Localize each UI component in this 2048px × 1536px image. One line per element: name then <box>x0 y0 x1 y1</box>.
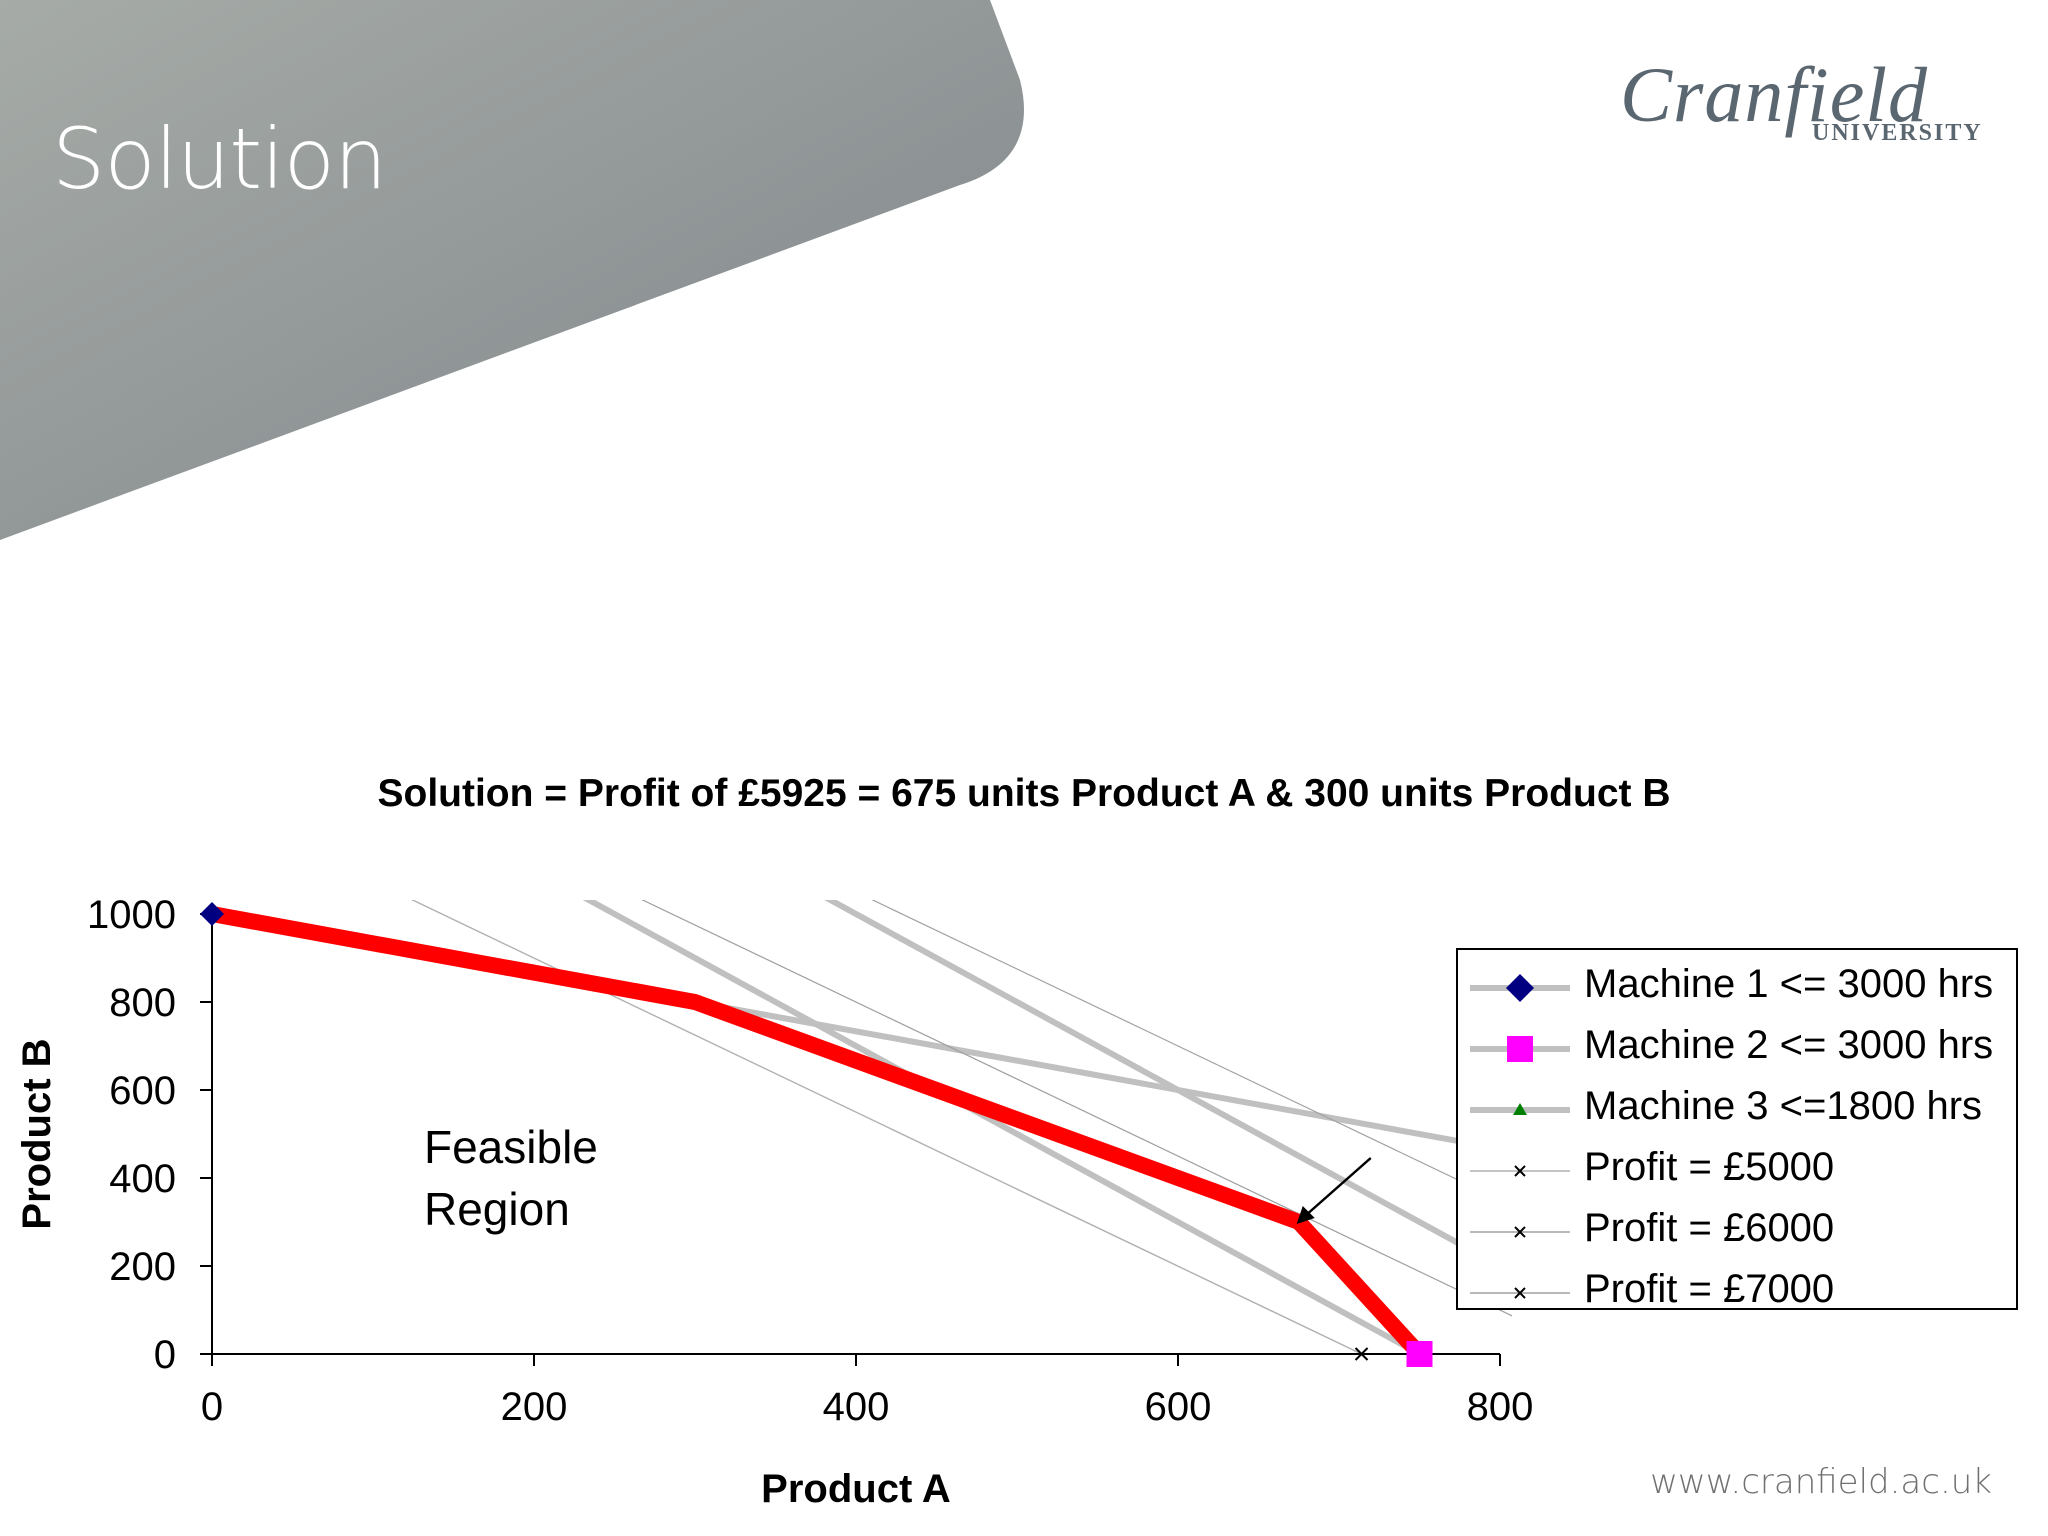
x-marker <box>1354 1347 1369 1361</box>
legend-label: Profit = £7000 <box>1584 1267 1835 1311</box>
feasible-region-label: Feasible Region <box>424 1116 598 1240</box>
chart-legend: Machine 1 <= 3000 hrs Machine 2 <= 3000 h… <box>1456 948 2018 1311</box>
logo-wordmark: Cranfield <box>1620 51 1929 138</box>
diamond-marker <box>200 902 224 926</box>
series-line-3 <box>824 900 1512 1276</box>
legend-x-marker <box>1514 1226 1526 1238</box>
slide-title: Solution <box>52 110 387 208</box>
legend-label: Machine 2 <= 3000 hrs <box>1584 1023 1994 1067</box>
legend-diamond-marker <box>1506 974 1534 1002</box>
legend-label: Profit = £6000 <box>1584 1206 1835 1250</box>
y-tick-label: 200 <box>109 1245 176 1289</box>
feasible-region-boundary <box>210 906 1426 1360</box>
logo-subtitle: UNIVERSITY <box>1812 120 1983 146</box>
series-line-2 <box>582 900 1421 1357</box>
series-line-4 <box>411 900 1362 1355</box>
legend-label: Machine 3 <=1800 hrs <box>1584 1084 1983 1128</box>
optimum-arrow-shaft <box>1301 1157 1372 1219</box>
cranfield-logo: Cranfield UNIVERSITY <box>1620 50 2000 160</box>
y-tick-label: 0 <box>154 1333 176 1377</box>
legend-key <box>1470 1226 1570 1238</box>
x-axis-title: Product A <box>761 1467 951 1511</box>
x-tick-label: 600 <box>1145 1385 1212 1429</box>
legend-key <box>1470 1103 1570 1115</box>
legend-item: Profit = £7000 <box>1458 1263 2014 1323</box>
y-axis-title: Product B <box>15 1038 59 1229</box>
header-banner <box>0 0 1024 540</box>
legend-label: Profit = £5000 <box>1584 1145 1835 1189</box>
legend-item: Machine 2 <= 3000 hrs <box>1458 1019 2014 1079</box>
feasible-region-line2: Region <box>424 1183 570 1235</box>
series-line-6 <box>871 900 1512 1207</box>
legend-key <box>1470 1036 1570 1062</box>
legend-item: Profit = £6000 <box>1458 1202 2014 1262</box>
feasible-region-line1: Feasible <box>424 1121 598 1173</box>
series-line-5 <box>641 900 1512 1317</box>
legend-x-marker <box>1514 1165 1526 1177</box>
legend-label: Machine 1 <= 3000 hrs <box>1584 962 1994 1006</box>
legend-item: Machine 1 <= 3000 hrs <box>1458 958 2014 1018</box>
axes-layer: 0 200 400 600 800 0 200 400 600 800 1000 Product A P… <box>15 893 1533 1511</box>
legend-key <box>1470 974 1570 1002</box>
legend-square-marker <box>1507 1036 1533 1062</box>
x-tick-label: 400 <box>823 1385 890 1429</box>
optimum-arrow-head <box>1296 1206 1315 1224</box>
legend-item: Profit = £5000 <box>1458 1141 2014 1201</box>
y-tick-label: 1000 <box>87 893 176 937</box>
y-tick-label: 800 <box>109 981 176 1025</box>
banner-shape <box>0 0 1024 540</box>
x-tick-label: 800 <box>1467 1385 1534 1429</box>
marker-layer <box>200 902 1433 1367</box>
y-tick-label: 600 <box>109 1069 176 1113</box>
website-url: www.cranfield.ac.uk <box>1650 1462 1992 1502</box>
legend-triangle-marker <box>1513 1103 1527 1115</box>
chart-title: Solution = Profit of £5925 = 675 units P… <box>377 772 1671 815</box>
y-tick-label: 400 <box>109 1157 176 1201</box>
x-tick-label: 0 <box>201 1385 223 1429</box>
x-tick-label: 200 <box>501 1385 568 1429</box>
legend-item: Machine 3 <=1800 hrs <box>1458 1080 2014 1140</box>
legend-key <box>1470 1165 1570 1177</box>
legend-key <box>1470 1287 1570 1299</box>
square-marker <box>1406 1341 1433 1367</box>
legend-x-marker <box>1514 1287 1526 1299</box>
